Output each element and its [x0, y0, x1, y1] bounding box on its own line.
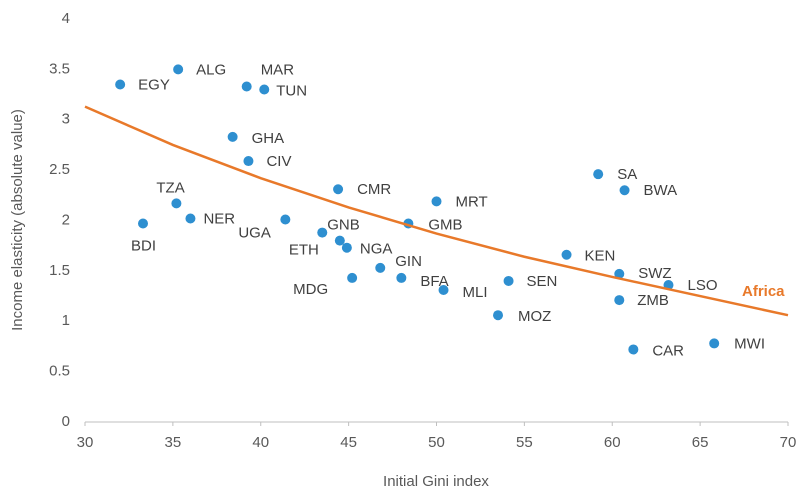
point [431, 196, 442, 207]
point [243, 156, 254, 167]
point-label: BWA [644, 182, 678, 199]
point-label: CAR [652, 342, 684, 359]
point-label: KEN [585, 248, 616, 265]
x-tick-label: 60 [604, 434, 621, 451]
y-tick-label: 2 [62, 211, 70, 228]
point-label: GIN [395, 253, 422, 270]
point-label: SWZ [638, 265, 671, 282]
line-label: Africa [742, 283, 785, 300]
point-label: SA [617, 166, 637, 183]
point [341, 242, 352, 253]
point-label: MWI [734, 335, 765, 352]
y-tick-label: 4 [62, 10, 70, 27]
x-tick-label: 35 [165, 434, 182, 451]
point-label: ETH [289, 242, 319, 259]
point-label: TUN [276, 82, 307, 99]
point-label: ALG [196, 61, 226, 78]
point [334, 235, 345, 246]
point [317, 227, 328, 238]
point-label: MOZ [518, 308, 551, 325]
point [561, 249, 572, 260]
point [614, 268, 625, 279]
point [614, 295, 625, 306]
point-label: NER [203, 210, 235, 227]
point [628, 344, 639, 355]
x-axis-title: Initial Gini index [383, 473, 489, 490]
x-tick-label: 70 [780, 434, 797, 451]
point-label: ZMB [637, 292, 669, 309]
x-tick-label: 40 [252, 434, 269, 451]
point [115, 79, 126, 90]
point-label: CMR [357, 181, 391, 198]
point [280, 214, 291, 225]
point-label: UGA [238, 224, 271, 241]
point [333, 184, 344, 195]
point [503, 275, 514, 286]
point [171, 198, 182, 209]
point-label: LSO [687, 277, 717, 294]
fit-line [84, 105, 789, 317]
y-tick-label: 1.5 [49, 262, 70, 279]
x-tick-label: 65 [692, 434, 709, 451]
point-label: MRT [456, 193, 488, 210]
point [227, 131, 238, 142]
point-label: MDG [293, 281, 328, 298]
point [619, 185, 630, 196]
point-label: MLI [463, 284, 488, 301]
point [173, 64, 184, 75]
point-label: SEN [527, 273, 558, 290]
point-label: NGA [360, 241, 393, 258]
y-axis-title: Income elasticity (absolute value) [9, 109, 26, 331]
y-tick-label: 0.5 [49, 363, 70, 380]
point [493, 310, 504, 321]
point-label: BDI [131, 237, 156, 254]
point-label: GHA [252, 130, 285, 147]
point [396, 272, 407, 283]
y-tick-label: 0 [62, 413, 70, 430]
x-tick-label: 45 [340, 434, 357, 451]
point-label: EGY [138, 76, 170, 93]
point [185, 213, 196, 224]
point-label: TZA [156, 179, 184, 196]
point [438, 285, 449, 296]
y-tick-label: 2.5 [49, 161, 70, 178]
point-label: CIV [266, 153, 291, 170]
x-tick-label: 55 [516, 434, 533, 451]
x-tick-label: 50 [428, 434, 445, 451]
y-tick-label: 3 [62, 111, 70, 128]
y-tick-label: 1 [62, 312, 70, 329]
y-tick-label: 3.5 [49, 60, 70, 77]
point [137, 218, 148, 229]
point-label: MAR [261, 61, 295, 78]
point-label: GNB [327, 217, 360, 234]
point-label: GMB [428, 216, 462, 233]
point [709, 338, 720, 349]
point [259, 84, 270, 95]
point [241, 81, 252, 92]
point [347, 272, 358, 283]
point [375, 262, 386, 273]
point [593, 169, 604, 180]
x-tick-label: 30 [77, 434, 94, 451]
